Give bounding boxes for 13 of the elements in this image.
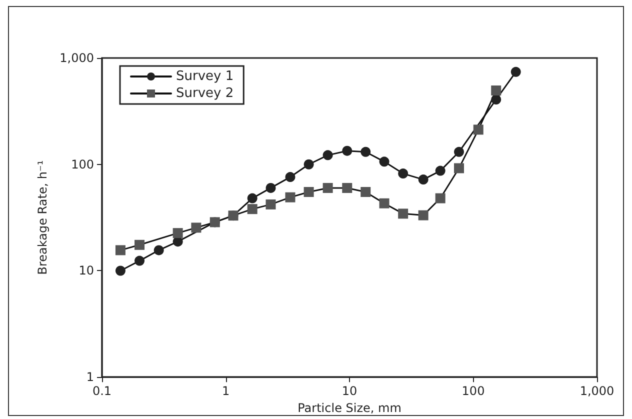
legend-label: Survey 1 xyxy=(176,69,234,84)
x-tick-label: 1 xyxy=(222,384,230,398)
y-tick-label: 100 xyxy=(71,157,94,172)
y-tick-label: 10 xyxy=(78,264,94,278)
x-tick-label: 100 xyxy=(462,384,485,398)
y-tick-label: 1,000 xyxy=(60,51,94,65)
x-axis-title: Particle Size, mm xyxy=(298,401,402,415)
y-axis-title: Breakage Rate, h⁻¹ xyxy=(36,160,50,275)
x-tick-label: 0.1 xyxy=(92,384,112,398)
x-tick-label: 1,000 xyxy=(580,384,614,398)
y-tick-label: 1 xyxy=(86,370,94,384)
legend-label: Survey 2 xyxy=(176,86,234,101)
x-tick-label: 10 xyxy=(342,384,358,398)
